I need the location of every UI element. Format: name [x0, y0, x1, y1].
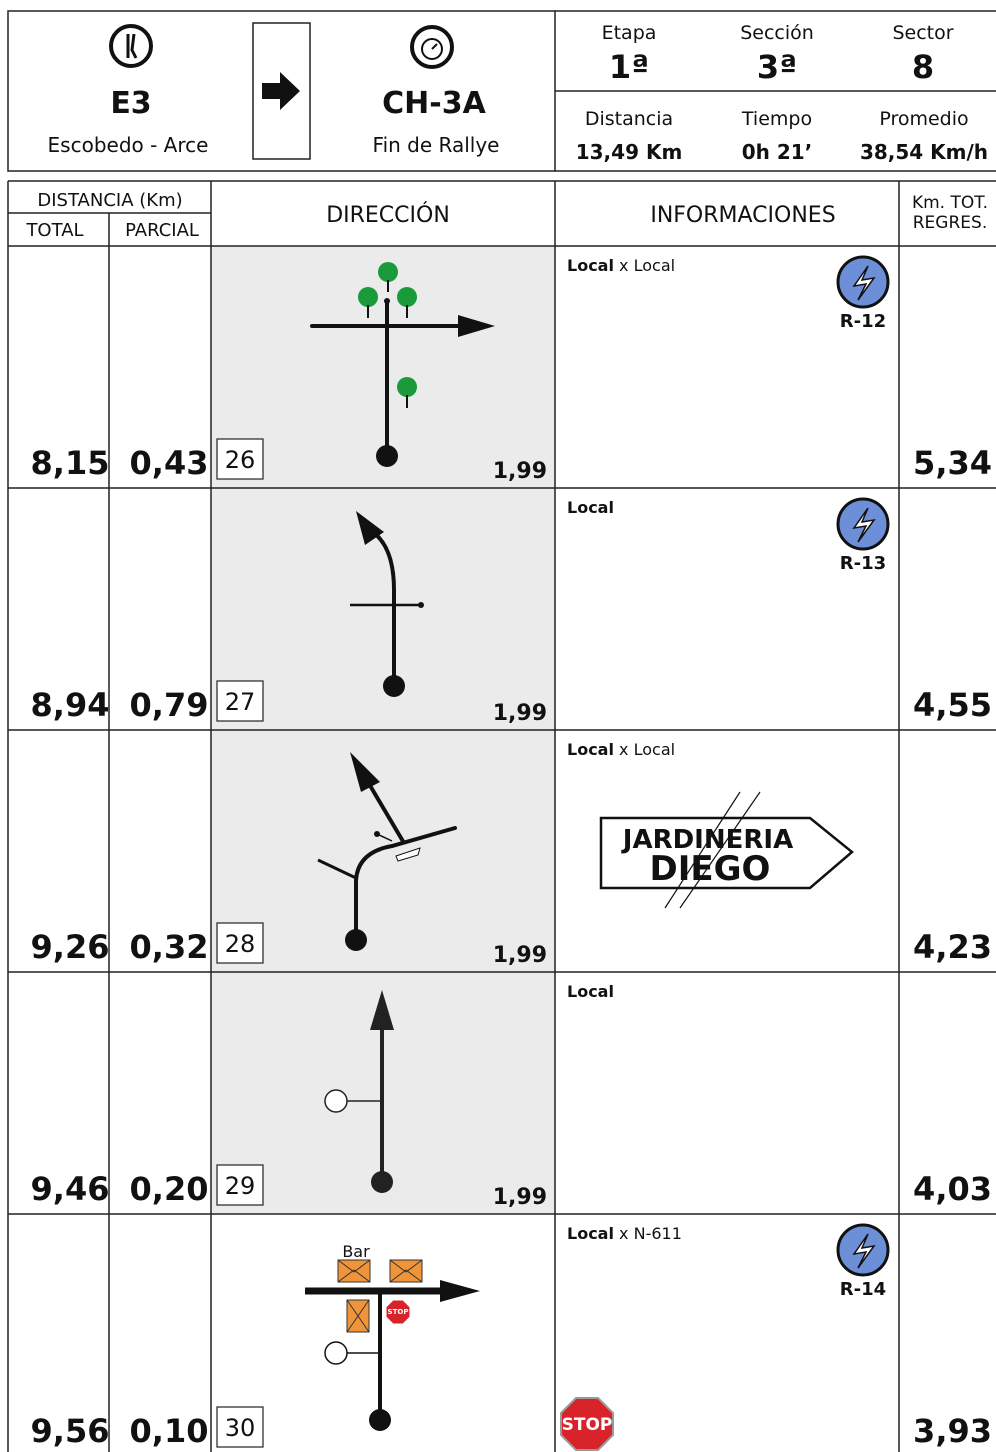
info: Local [567, 982, 614, 1001]
field-value: 13,49 Km [576, 140, 683, 164]
info: Local x Local [567, 256, 675, 275]
box-number: 30 [225, 1414, 256, 1442]
sign-bolt [852, 1233, 876, 1269]
header-icons [109, 22, 454, 160]
field-label: Tiempo [741, 108, 812, 130]
info-road: Local [567, 740, 614, 759]
stage-name: Escobedo - Arce [48, 133, 209, 157]
remaining-distance: 3,93 [913, 1412, 992, 1450]
box-number: 28 [225, 930, 256, 958]
table-lines [7, 10, 996, 1452]
field-value: 1ª [609, 48, 649, 86]
partial-distance: 0,20 [130, 1170, 209, 1208]
field-label: Sector [892, 22, 953, 44]
sign-bolt [852, 265, 876, 301]
field-label: Promedio [879, 108, 968, 130]
box-number-frame [216, 1406, 264, 1448]
remaining-distance: 4,23 [913, 928, 992, 966]
label: Km. TOT. [912, 193, 988, 213]
total-distance: 8,94 [31, 686, 110, 724]
info: Local x Local [567, 740, 675, 759]
box-number: 27 [225, 688, 256, 716]
label: REGRES. [913, 213, 987, 233]
total-distance: 9,26 [31, 928, 110, 966]
info-road: Local [567, 982, 614, 1001]
control-name: Fin de Rallye [373, 133, 500, 157]
info-road: Local [567, 256, 614, 275]
place-label: Bar [342, 1242, 370, 1261]
total-distance: 9,46 [31, 1170, 110, 1208]
box-number-frame [216, 438, 264, 480]
label: DISTANCIA (Km) [37, 190, 182, 211]
sign-code: R-12 [840, 311, 886, 332]
sign-code: R-14 [840, 1279, 886, 1300]
partial-distance: 0,10 [130, 1412, 209, 1450]
remaining-distance: 5,34 [913, 444, 992, 482]
caution-value: 1,99 [493, 1185, 547, 1210]
field-label: Etapa [602, 22, 657, 44]
box-number-frame [216, 922, 264, 964]
field-label: Sección [740, 22, 814, 44]
sign-line: JARDINERIA [621, 825, 793, 855]
total-distance: 8,15 [31, 444, 110, 482]
label: INFORMACIONES [650, 203, 835, 228]
box-number-frame [216, 680, 264, 722]
stage-code: E3 [110, 86, 151, 121]
sign-line: DIEGO [650, 849, 771, 889]
partial-distance: 0,32 [130, 928, 209, 966]
partial-distance: 0,43 [130, 444, 209, 482]
info-detail: x N-611 [619, 1224, 682, 1243]
box-number-frame [216, 1164, 264, 1206]
caution-value: 1,99 [493, 943, 547, 968]
direction-icons [211, 246, 614, 1452]
road-sign [599, 791, 854, 909]
caution-value: 1,99 [493, 459, 547, 484]
field-value: 0h 21’ [742, 140, 813, 164]
stop-label: STOP [388, 1308, 409, 1316]
info: Local [567, 498, 614, 517]
info-detail: x Local [619, 740, 675, 759]
box-number: 26 [225, 446, 256, 474]
info-detail: x Local [619, 256, 675, 275]
remaining-distance: 4,55 [913, 686, 992, 724]
remaining-distance: 4,03 [913, 1170, 992, 1208]
caution-value: 1,99 [493, 701, 547, 726]
field-label: Distancia [585, 108, 673, 130]
box-number: 29 [225, 1172, 256, 1200]
label: PARCIAL [125, 220, 199, 241]
label: TOTAL [25, 220, 83, 241]
total-distance: 9,56 [31, 1412, 110, 1450]
field-value: 38,54 Km/h [860, 140, 988, 164]
sign-bolt [852, 507, 876, 543]
info-road: Local [567, 1224, 614, 1243]
label: DIRECCIÓN [326, 202, 450, 228]
field-value: 3ª [757, 48, 797, 86]
info-road: Local [567, 498, 614, 517]
partial-distance: 0,79 [130, 686, 209, 724]
info: Local x N-611 [567, 1224, 682, 1243]
sign-code: R-13 [840, 553, 886, 574]
field-value: 8 [912, 48, 934, 86]
stop-label: STOP [562, 1415, 613, 1435]
control-code: CH-3A [382, 86, 486, 121]
